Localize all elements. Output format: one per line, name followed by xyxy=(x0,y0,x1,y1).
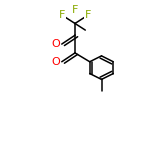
Text: F: F xyxy=(58,10,65,20)
Text: O: O xyxy=(51,39,60,49)
Text: F: F xyxy=(72,5,78,15)
Text: O: O xyxy=(51,57,60,68)
Text: F: F xyxy=(85,10,92,20)
